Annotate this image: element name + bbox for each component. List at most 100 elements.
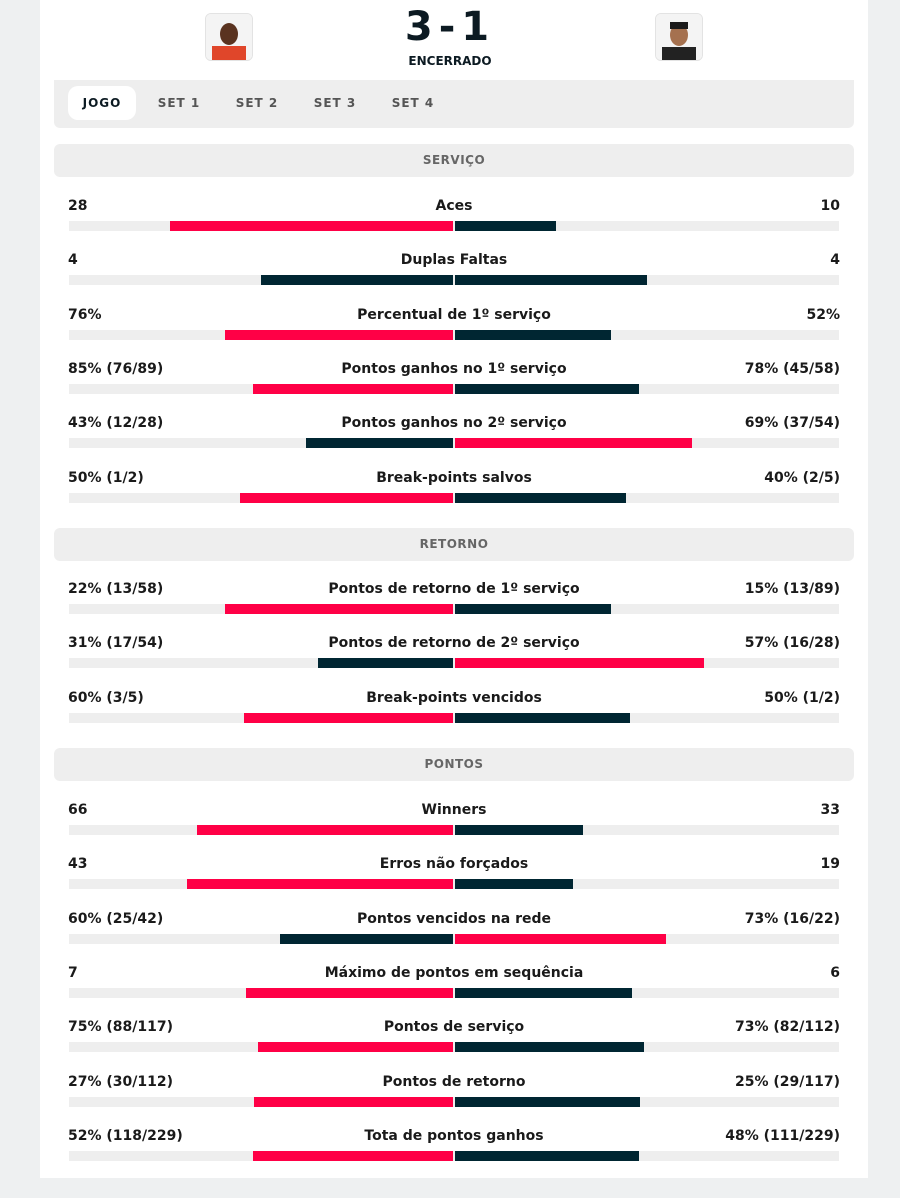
stat-label: Erros não forçados [379, 856, 529, 873]
stat-home-value: 7 [68, 964, 78, 981]
stat-track [69, 604, 839, 614]
away-bar [455, 275, 647, 286]
match-status: ENCERRADO [408, 54, 492, 68]
stat-away-value: 73% (16/22) [744, 910, 840, 927]
stat-away-value: 25% (29/117) [735, 1073, 840, 1090]
away-bar [455, 604, 611, 614]
tab[interactable]: SET 3 [313, 96, 357, 110]
card [40, 0, 868, 1178]
home-bar [239, 492, 453, 503]
stat-home-value: 75% (88/117) [68, 1019, 173, 1036]
stat-track [69, 933, 839, 944]
away-bar [455, 933, 666, 944]
stat-away-value: 15% (13/89) [744, 581, 840, 597]
stat-label: Pontos ganhos no 1º serviço [341, 360, 567, 377]
home-bar [225, 329, 453, 340]
stat-label: Tota de pontos ganhos [364, 1127, 544, 1144]
stat-home-value: 22% (13/58) [68, 581, 164, 597]
stat-home-value: 60% (3/5) [68, 689, 144, 706]
away-bar [455, 825, 583, 835]
stat-track [69, 825, 839, 835]
away-bar [455, 1150, 640, 1161]
section-header: PONTOS [54, 748, 854, 781]
away-bar [455, 658, 704, 669]
stat-label: Break-points salvos [376, 469, 532, 486]
home-bar [253, 1150, 453, 1161]
away-bar [455, 879, 573, 890]
stat-track [69, 1150, 839, 1161]
stat-away-value: 40% (2/5) [764, 469, 840, 486]
home-bar [252, 383, 453, 394]
stat-away-value: 10 [820, 198, 840, 214]
home-bar [279, 933, 453, 944]
stat-track [69, 1096, 839, 1107]
section-header: RETORNO [54, 528, 854, 561]
stat-home-value: 31% (17/54) [68, 635, 164, 652]
stat-away-value: 78% (45/58) [744, 360, 840, 377]
stat-track [69, 383, 839, 394]
home-player-photo [205, 13, 253, 61]
tab[interactable]: SET 4 [391, 96, 435, 110]
stat-away-value: 52% [806, 306, 840, 323]
stat-track [69, 329, 839, 340]
stat-label: Pontos de retorno de 1º serviço [328, 581, 580, 597]
section-header: SERVIÇO [54, 144, 854, 177]
home-bar [197, 825, 453, 835]
stat-label: Pontos de serviço [383, 1019, 525, 1036]
home-bar [261, 275, 453, 286]
away-bar [455, 492, 626, 503]
home-bar [170, 221, 453, 231]
away-bar [455, 329, 611, 340]
stat-home-value: 28 [68, 198, 88, 214]
stat-track [69, 221, 839, 231]
stat-away-value: 48% (111/229) [725, 1127, 840, 1144]
stat-label: Duplas Faltas [400, 252, 508, 269]
stat-home-value: 66 [68, 802, 88, 818]
away-bar [455, 221, 557, 231]
home-bar [243, 712, 453, 723]
stat-home-value: 76% [68, 306, 102, 323]
stat-label: Pontos vencidos na rede [356, 910, 552, 927]
stat-track [69, 1042, 839, 1053]
stat-away-value: 19 [820, 856, 840, 873]
stat-home-value: 60% (25/42) [68, 910, 164, 927]
tab[interactable]: SET 2 [235, 96, 279, 110]
score: 3-1 [404, 4, 496, 50]
stat-home-value: 43% (12/28) [68, 415, 164, 432]
stat-away-value: 73% (82/112) [735, 1019, 840, 1036]
tab[interactable]: JOGO [68, 86, 136, 120]
away-player-photo [655, 13, 703, 61]
stat-track [69, 658, 839, 669]
stat-away-value: 6 [830, 964, 840, 981]
stat-track [69, 987, 839, 998]
stat-away-value: 50% (1/2) [764, 689, 840, 706]
stat-home-value: 43 [68, 856, 88, 873]
stat-away-value: 57% (16/28) [744, 635, 840, 652]
away-bar [455, 438, 692, 449]
away-bar [455, 383, 639, 394]
home-bar [305, 438, 453, 449]
stat-label: Pontos ganhos no 2º serviço [341, 415, 567, 432]
stat-home-value: 52% (118/229) [68, 1127, 183, 1144]
away-bar [455, 987, 633, 998]
stat-away-value: 69% (37/54) [744, 415, 840, 432]
away-bar [455, 1096, 640, 1107]
stat-home-value: 27% (30/112) [68, 1073, 173, 1090]
stat-label: Pontos de retorno [382, 1073, 526, 1090]
tab[interactable]: SET 1 [157, 96, 201, 110]
home-bar [224, 604, 453, 614]
tab-bar [54, 80, 854, 128]
home-bar [246, 987, 453, 998]
away-bar [455, 1042, 645, 1053]
stat-track [69, 712, 839, 723]
stat-label: Pontos de retorno de 2º serviço [328, 635, 580, 652]
stat-track [69, 275, 839, 286]
stat-track [69, 492, 839, 503]
home-bar [186, 879, 453, 890]
stat-label: Máximo de pontos em sequência [324, 964, 584, 981]
stat-away-value: 4 [830, 252, 840, 269]
home-bar [317, 658, 453, 669]
stat-label: Winners [421, 802, 487, 818]
stat-home-value: 85% (76/89) [68, 360, 164, 377]
